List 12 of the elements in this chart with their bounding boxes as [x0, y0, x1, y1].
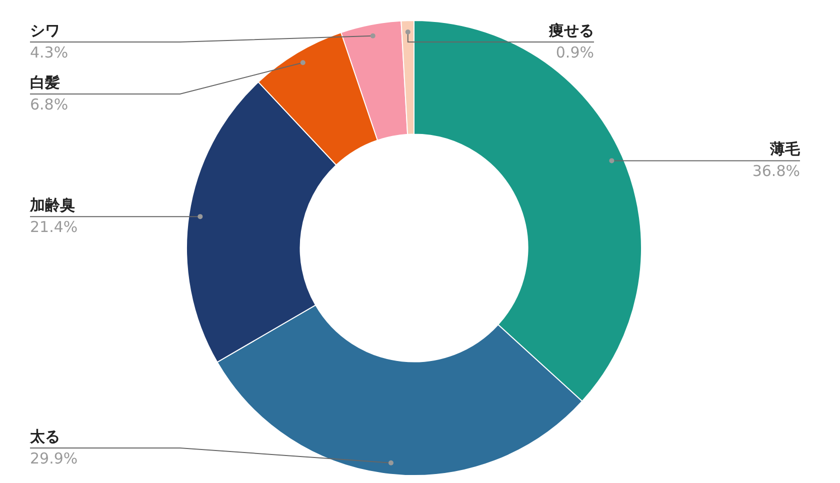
slice-label: 加齢臭 [29, 196, 75, 214]
slice-label: 白髪 [30, 73, 60, 92]
data-label: 36.8% [752, 162, 800, 180]
slice-label: 太る [29, 427, 60, 446]
slice-label: 薄毛 [769, 140, 801, 158]
slice-label: シワ [30, 21, 60, 40]
data-label: 4.3% [30, 43, 68, 62]
slice-label: 痩せる [548, 21, 594, 40]
data-label: 0.9% [556, 43, 594, 62]
data-label: 21.4% [30, 218, 78, 236]
data-label: 6.8% [30, 95, 68, 114]
data-label: 29.9% [30, 449, 78, 468]
